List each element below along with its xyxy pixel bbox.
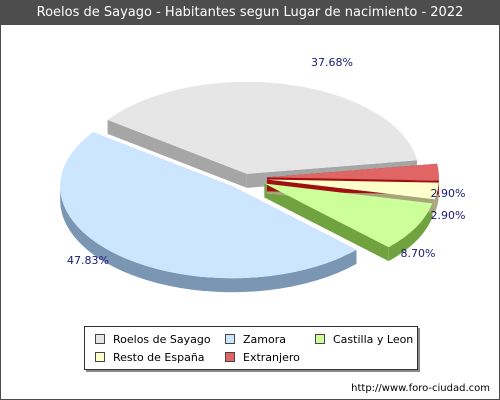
pie-slice-wall xyxy=(107,119,247,188)
legend-item-roelos: Roelos de Sayago xyxy=(95,333,211,347)
slice-percent-label: 2.90% xyxy=(431,187,466,200)
slice-percent-label: 2.90% xyxy=(431,209,466,222)
pie-slice-extranjero xyxy=(266,163,439,181)
slice-percent-label: 8.70% xyxy=(401,247,436,260)
legend-swatch xyxy=(225,334,235,344)
pie-slice-side xyxy=(388,203,433,262)
legend-item-castilla: Castilla y Leon xyxy=(315,333,413,347)
source-link[interactable]: http://www.foro-ciudad.com xyxy=(351,383,490,394)
legend-swatch xyxy=(95,352,105,362)
legend: Roelos de Sayago Zamora Castilla y Leon … xyxy=(84,326,418,370)
pie-slice-resto-de-espa-a xyxy=(266,179,439,200)
legend-item-zamora: Zamora xyxy=(225,333,286,347)
pie-slice-side xyxy=(60,186,357,293)
legend-label: Castilla y Leon xyxy=(333,333,414,346)
legend-label: Extranjero xyxy=(243,351,300,364)
legend-label: Zamora xyxy=(243,333,286,346)
legend-swatch xyxy=(315,334,325,344)
legend-label: Resto de España xyxy=(113,351,205,364)
slice-percent-label: 37.68% xyxy=(311,56,353,69)
legend-item-extranjero: Extranjero xyxy=(225,351,300,365)
chart-title: Roelos de Sayago - Habitantes segun Luga… xyxy=(1,1,499,25)
pie-slice-castilla-y-leon xyxy=(264,183,433,248)
legend-item-resto: Resto de España xyxy=(95,351,205,365)
pie-slice-wall xyxy=(264,183,389,262)
legend-swatch xyxy=(225,352,235,362)
legend-label: Roelos de Sayago xyxy=(113,333,211,346)
slice-percent-label: 47.83% xyxy=(67,254,109,267)
pie-slice-zamora xyxy=(60,132,357,279)
legend-swatch xyxy=(95,334,105,344)
pie-slice-roelos-de-sayago xyxy=(107,81,418,174)
